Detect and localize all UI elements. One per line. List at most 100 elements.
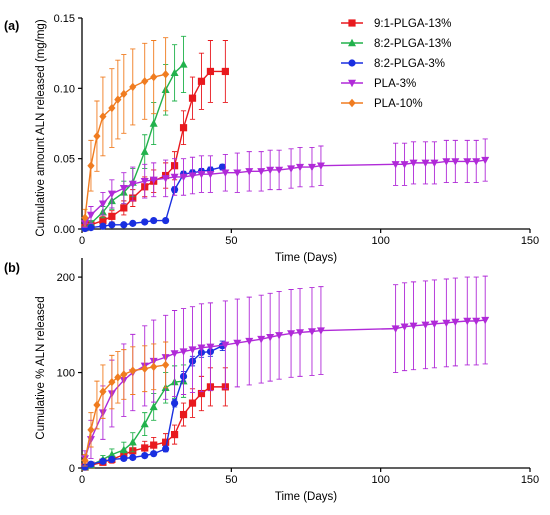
panel-b-plot: 0 50 100 150 0 100 200: [57, 258, 539, 486]
panel-a-series-pla-3-point: [296, 163, 305, 172]
panel-b-series-pla-3-point: [170, 350, 179, 358]
legend-label: PLA-10%: [374, 98, 423, 110]
panel-a-y-tick-label: 0.15: [54, 13, 75, 25]
panel-a-series-pla-10-point: [114, 95, 122, 104]
panel-a-series-pla-3-point: [149, 176, 158, 184]
panel-a-series-9-1-plga-13-point: [206, 67, 215, 76]
panel-b-series-8-2-plga-3-point: [81, 463, 89, 471]
panel-a-series-pla-3-point: [409, 159, 418, 168]
legend-item-8-2-plga-13: 8:2-PLGA-13%: [341, 38, 451, 50]
panel-b-x-tick-label: 50: [225, 474, 237, 486]
panel-b-series-pla-3: [80, 275, 490, 467]
panel-b-series-8-2-plga-3: [81, 340, 226, 471]
panel-b-series-8-2-plga-3-point: [120, 454, 128, 463]
panel-a-series-pla-3-point: [421, 159, 430, 168]
legend-item-8-2-plga-3: 8:2-PLGA-3%: [341, 58, 445, 70]
legend-label: 9:1-PLGA-13%: [374, 18, 451, 30]
panel-a-series-pla-3-point: [275, 166, 284, 175]
panel-a-series-pla-3-point: [119, 185, 128, 193]
panel-a-series-pla-10-point: [129, 82, 137, 92]
panel-b-series-pla-3-point: [179, 348, 188, 356]
panel-a-series-8-2-plga-13-point: [170, 68, 179, 77]
panel-b-series-pla-10-point: [93, 400, 101, 410]
panel-a-series-8-2-plga-3-point: [218, 163, 226, 171]
panel-a-series-pla-3-point: [179, 173, 188, 182]
panel-b-x-tick-label: 100: [371, 474, 389, 486]
panel-b-series-pla-3-point: [197, 344, 206, 352]
panel-b-series-pla-3-point: [409, 322, 418, 330]
panel-a-x-tick-label: 0: [79, 235, 85, 247]
panel-a-series-pla-10-point: [162, 70, 170, 79]
panel-a-series-9-1-plga-13-line: [84, 70, 226, 229]
legend-item-9-1-plga-13: 9:1-PLGA-13%: [341, 18, 451, 30]
panel-b-y-axis-label: Cumulative % ALN released: [35, 296, 47, 439]
panel-b-series-pla-3-point: [481, 316, 490, 325]
panel-a-series-pla-3-point: [257, 168, 266, 176]
panel-b-series-pla-3-point: [206, 343, 215, 351]
panel-b-x-tick-label: 150: [521, 474, 539, 486]
panel-b-series-pla-3-point: [430, 320, 439, 329]
legend-item-pla-10: PLA-10%: [341, 98, 423, 110]
panel-a-series-pla-3-point: [316, 162, 325, 170]
panel-b-series-pla-10-point: [108, 377, 116, 387]
panel-a-x-tick-label: 100: [371, 235, 389, 247]
panel-b-y-tick-label: 200: [57, 272, 75, 284]
panel-a-series-pla-10-point: [93, 131, 101, 141]
panel-b-series-pla-10-point: [81, 456, 89, 465]
legend-item-pla-3: PLA-3%: [341, 78, 416, 90]
panel-a-x-tick-label: 50: [225, 235, 237, 247]
panel-b-series-8-2-plga-13-point: [119, 445, 128, 454]
panel-a-series-9-1-plga-13-point: [99, 216, 107, 225]
panel-a-series-pla-3-point: [430, 159, 439, 168]
panel-b-series-pla-3-point: [296, 329, 305, 337]
panel-a-y-tick-label: 0.10: [54, 83, 75, 95]
panel-a-series-pla-3-point: [245, 168, 254, 176]
panel-b-series-pla-3-point: [421, 321, 430, 330]
panel-a-label: (a): [4, 19, 19, 33]
panel-b-series-8-2-plga-3-point: [87, 460, 95, 468]
panel-a-x-tick-label: 150: [521, 235, 539, 247]
panel-a-plot: 0 50 100 150 0.00 0.05 0.10 0.15: [54, 13, 540, 247]
legend-marker: [348, 98, 356, 108]
panel-a-series-8-2-plga-3-point: [108, 221, 116, 229]
panel-a-series-8-2-plga-13-point: [179, 60, 188, 68]
panel-a-series-pla-10-point: [99, 112, 107, 121]
panel-a-series-pla-10-point: [141, 77, 149, 86]
legend-label: 8:2-PLGA-3%: [374, 58, 445, 70]
panel-b-series-8-2-plga-3-point: [141, 451, 149, 460]
panel-b-series-9-1-plga-13-point: [141, 444, 149, 452]
panel-a-series-pla-3-point: [463, 158, 472, 166]
panel-a-series-pla-3-point: [206, 170, 215, 179]
panel-a-series-pla-10-point: [150, 72, 158, 82]
legend-marker: [348, 59, 356, 67]
panel-a-series-9-1-plga-13-point: [221, 67, 229, 76]
panel-a-series-8-2-plga-3-point: [162, 216, 170, 225]
panel-b-series-pla-10-point: [141, 364, 149, 373]
panel-b-y-tick-label: 100: [57, 368, 75, 380]
panel-b-series-8-2-plga-13-point: [140, 419, 149, 428]
panel-b-series-pla-10-point: [114, 373, 122, 382]
panel-a-series-pla-3-point: [472, 158, 481, 166]
panel-b-series-9-1-plga-13-point: [170, 430, 179, 439]
panel-a-series-8-2-plga-3-point: [99, 222, 107, 230]
panel-a-series-8-2-plga-3-point: [150, 216, 158, 225]
panel-b-series-9-1-plga-13-point: [188, 399, 197, 407]
panel-a-series-pla-3-point: [128, 180, 137, 189]
panel-a-series-9-1-plga-13-point: [120, 204, 128, 212]
panel-a-y-tick-label: 0.00: [54, 224, 75, 236]
panel-b-series-pla-10-point: [162, 360, 170, 370]
panel-a-series-pla-3-point: [307, 163, 316, 172]
panel-a-series-8-2-plga-13-point: [149, 119, 158, 127]
legend-marker: [348, 38, 356, 47]
panel-a-series-pla-3-point: [287, 165, 296, 173]
panel-a-series-pla-10: [81, 37, 170, 227]
panel-a-series-9-1-plga-13-point: [197, 77, 206, 85]
panel-b-series-pla-10-point: [150, 362, 158, 372]
panel-a-series-9-1-plga-13-point: [108, 212, 116, 220]
panel-a-series-pla-10-point: [120, 89, 128, 99]
legend-marker: [348, 19, 356, 27]
panel-a-y-axis-label: Cumulative amount ALN released (mg/mg): [35, 19, 47, 236]
panel-a-series-pla-3-point: [161, 175, 170, 183]
panel-a-series-pla-3-point: [442, 158, 451, 166]
panel-b-series-pla-3-point: [188, 346, 197, 354]
